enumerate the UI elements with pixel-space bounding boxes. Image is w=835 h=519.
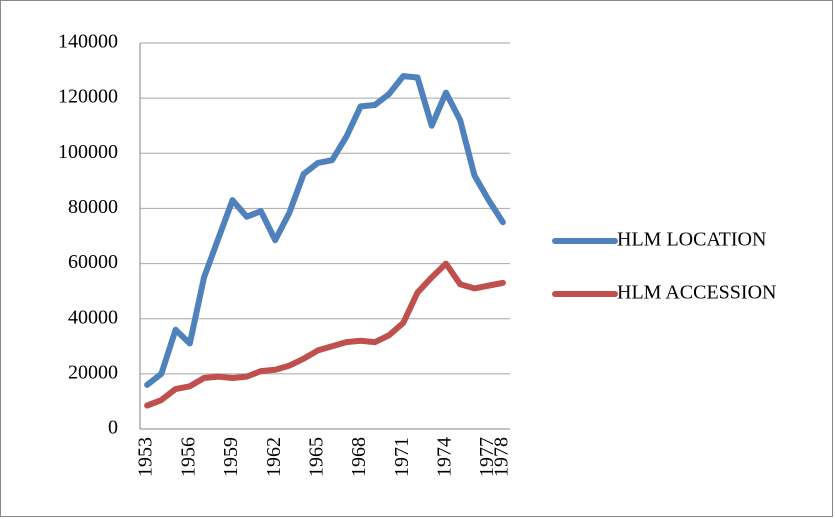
y-tick-label: 80000 xyxy=(68,196,118,218)
x-tick-label: 1965 xyxy=(305,437,327,477)
y-tick-label: 20000 xyxy=(68,361,118,383)
legend-label: HLM ACCESSION xyxy=(617,282,776,304)
y-tick-label: 40000 xyxy=(68,306,118,328)
series-line xyxy=(144,73,506,388)
legend-label: HLM LOCATION xyxy=(617,229,766,251)
x-tick-label: 1968 xyxy=(348,437,370,477)
x-tick-label: 1956 xyxy=(177,437,199,477)
y-tick-label: 100000 xyxy=(58,141,118,163)
y-tick-label: 120000 xyxy=(58,86,118,108)
x-tick-label: 1959 xyxy=(220,437,242,477)
x-tick-label: 1978 xyxy=(490,437,512,477)
y-tick-label: 60000 xyxy=(68,251,118,273)
series-line xyxy=(144,260,506,409)
x-tick-label: 1971 xyxy=(391,437,413,477)
x-tick-label: 1977 xyxy=(476,437,498,477)
x-tick-label: 1962 xyxy=(263,437,285,477)
y-tick-label: 0 xyxy=(108,417,118,439)
y-tick-label: 140000 xyxy=(58,31,118,53)
x-tick-label: 1974 xyxy=(434,437,456,477)
x-tick-label: 1953 xyxy=(135,437,157,477)
